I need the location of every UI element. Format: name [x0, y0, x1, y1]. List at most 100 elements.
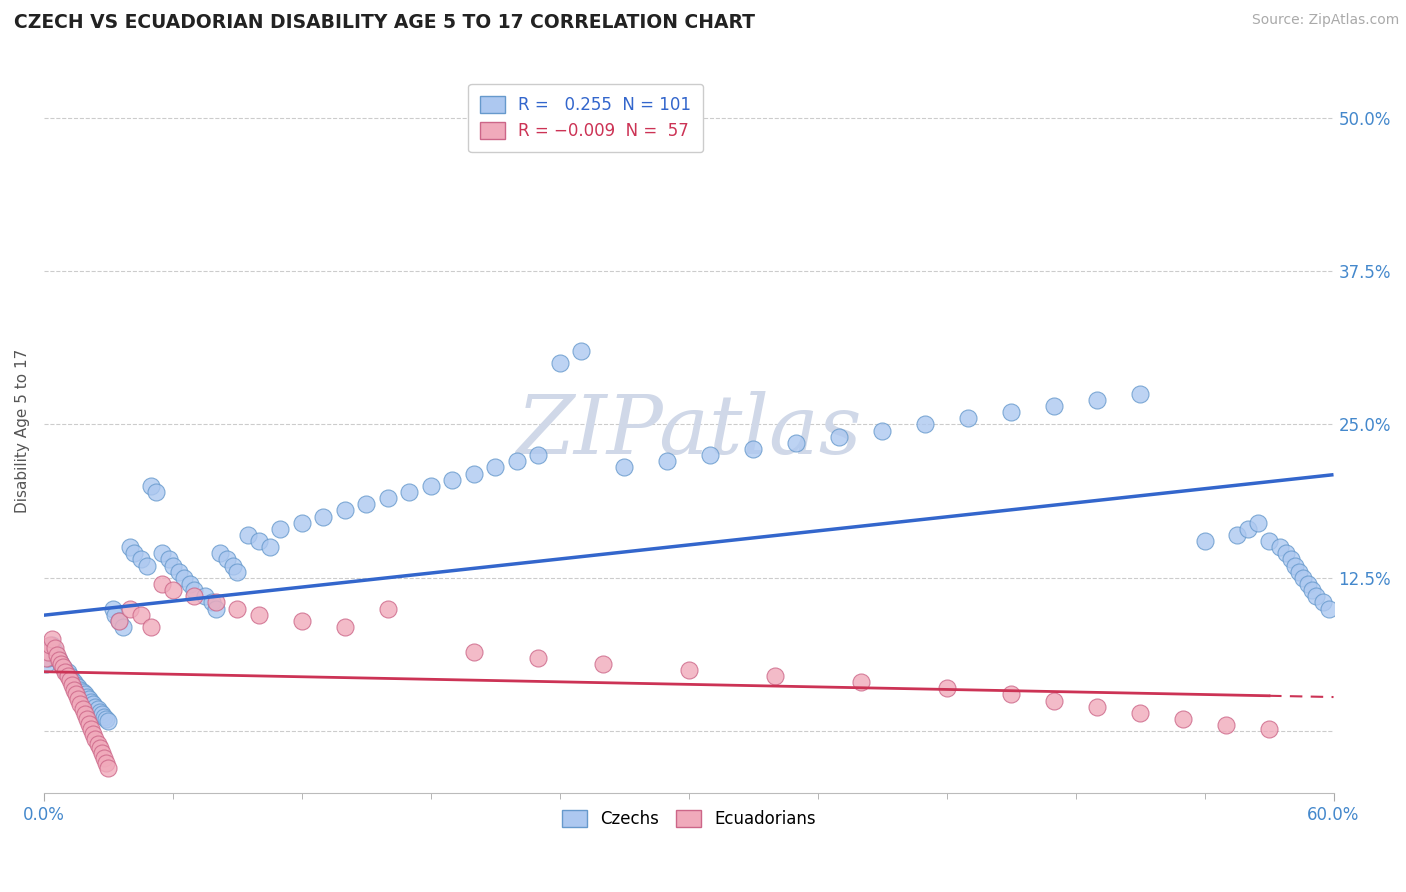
Point: [52, 660, 75, 674]
Point: [1043, 399, 1066, 413]
Point: [419, 479, 441, 493]
Point: [1043, 693, 1066, 707]
Point: [657, 454, 679, 468]
Point: [506, 454, 529, 468]
Point: [312, 509, 335, 524]
Point: [90, 747, 112, 761]
Point: [914, 417, 936, 432]
Point: [463, 644, 485, 658]
Point: [104, 607, 127, 622]
Point: [1247, 516, 1270, 530]
Point: [291, 516, 314, 530]
Point: [935, 681, 957, 696]
Point: [1258, 722, 1281, 736]
Point: [89, 705, 111, 719]
Point: [65, 688, 87, 702]
Y-axis label: Disability Age 5 to 17: Disability Age 5 to 17: [15, 349, 30, 513]
Point: [63, 675, 86, 690]
Point: [93, 751, 115, 765]
Point: [86, 737, 108, 751]
Point: [162, 583, 184, 598]
Point: [200, 595, 222, 609]
Point: [179, 577, 201, 591]
Point: [548, 356, 571, 370]
Point: [1317, 601, 1340, 615]
Point: [56, 669, 79, 683]
Point: [145, 485, 167, 500]
Point: [247, 534, 270, 549]
Point: [49, 657, 72, 671]
Point: [870, 424, 893, 438]
Point: [150, 546, 173, 560]
Point: [205, 601, 228, 615]
Point: [1085, 699, 1108, 714]
Point: [1301, 583, 1323, 598]
Point: [48, 653, 70, 667]
Point: [39, 639, 62, 653]
Point: [35, 650, 58, 665]
Point: [828, 430, 851, 444]
Point: [162, 558, 184, 573]
Point: [59, 669, 82, 683]
Point: [97, 714, 120, 729]
Point: [1215, 718, 1237, 732]
Point: [141, 479, 163, 493]
Point: [90, 707, 112, 722]
Point: [356, 497, 378, 511]
Point: [55, 665, 77, 680]
Point: [45, 648, 67, 663]
Text: Source: ZipAtlas.com: Source: ZipAtlas.com: [1251, 13, 1399, 28]
Point: [173, 571, 195, 585]
Point: [60, 678, 83, 692]
Point: [1236, 522, 1258, 536]
Point: [37, 650, 59, 665]
Point: [377, 491, 399, 505]
Point: [291, 614, 314, 628]
Point: [108, 614, 131, 628]
Text: CZECH VS ECUADORIAN DISABILITY AGE 5 TO 17 CORRELATION CHART: CZECH VS ECUADORIAN DISABILITY AGE 5 TO …: [14, 13, 755, 32]
Point: [56, 665, 79, 680]
Point: [215, 552, 238, 566]
Point: [333, 503, 356, 517]
Point: [41, 639, 63, 653]
Point: [82, 727, 104, 741]
Point: [183, 589, 205, 603]
Point: [72, 702, 94, 716]
Point: [1296, 577, 1319, 591]
Point: [48, 653, 70, 667]
Point: [136, 558, 159, 573]
Point: [69, 698, 91, 712]
Point: [169, 565, 191, 579]
Point: [122, 546, 145, 560]
Point: [205, 595, 228, 609]
Point: [1312, 595, 1334, 609]
Point: [77, 717, 100, 731]
Point: [118, 540, 141, 554]
Point: [259, 540, 281, 554]
Point: [398, 485, 420, 500]
Point: [93, 709, 115, 723]
Point: [55, 663, 77, 677]
Point: [226, 601, 249, 615]
Point: [1085, 392, 1108, 407]
Point: [183, 583, 205, 598]
Point: [613, 460, 636, 475]
Point: [236, 528, 259, 542]
Point: [569, 343, 592, 358]
Point: [157, 552, 180, 566]
Point: [84, 699, 107, 714]
Point: [76, 690, 98, 704]
Point: [129, 607, 152, 622]
Point: [112, 620, 135, 634]
Point: [80, 695, 103, 709]
Point: [333, 620, 356, 634]
Point: [67, 692, 90, 706]
Point: [377, 601, 399, 615]
Point: [150, 577, 173, 591]
Point: [484, 460, 506, 475]
Point: [1275, 546, 1298, 560]
Point: [72, 685, 94, 699]
Point: [80, 722, 103, 736]
Point: [73, 688, 96, 702]
Legend: Czechs, Ecuadorians: Czechs, Ecuadorians: [555, 804, 823, 835]
